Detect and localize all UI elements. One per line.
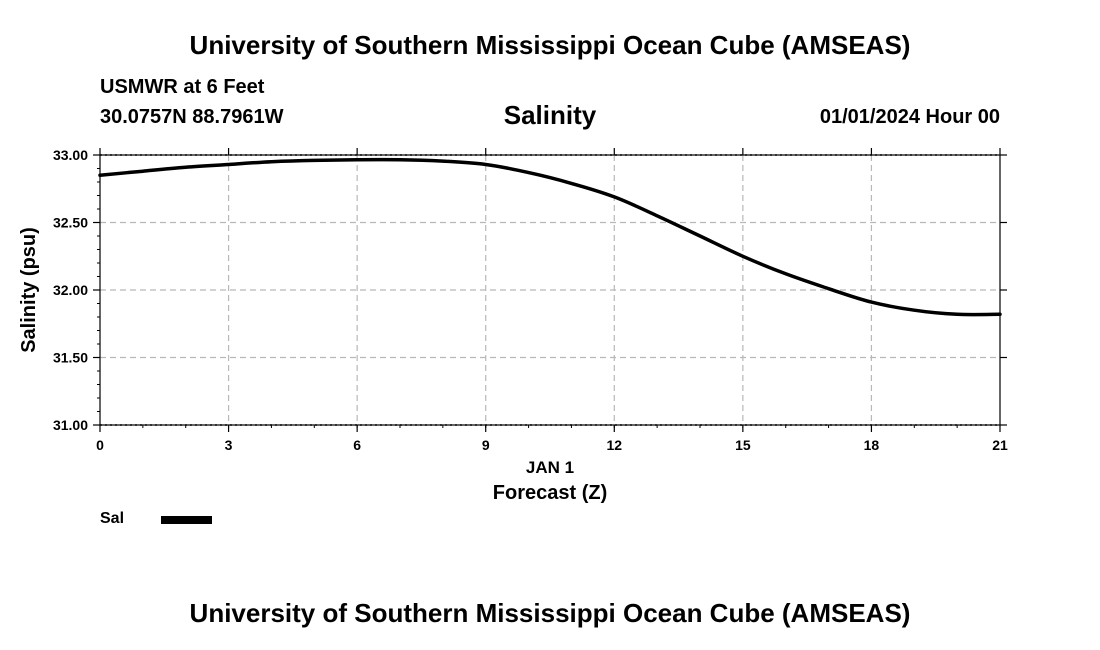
series-line-sal <box>98 157 1002 317</box>
x-tick-label: 12 <box>606 437 622 453</box>
tick-marks <box>93 148 1007 432</box>
variable-title: Salinity <box>503 100 597 130</box>
x-tick-label: 3 <box>225 437 233 453</box>
y-tick-label: 32.00 <box>53 282 88 298</box>
y-tick-label: 33.00 <box>53 147 88 163</box>
x-tick-label: 0 <box>96 437 104 453</box>
x-tick-label: 9 <box>482 437 490 453</box>
y-tick-label: 31.00 <box>53 417 88 433</box>
footer-title: University of Southern Mississippi Ocean… <box>189 598 911 628</box>
x-tick-label: 18 <box>864 437 880 453</box>
x-tick-label: 6 <box>353 437 361 453</box>
plot-frame <box>99 154 1001 426</box>
x-axis-label: Forecast (Z) <box>492 482 608 504</box>
x-tick-label: 15 <box>735 437 751 453</box>
station-coordinates: 30.0757N 88.7961W <box>100 106 284 128</box>
x-tick-label: 21 <box>992 437 1008 453</box>
legend-line-swatch <box>161 516 212 524</box>
legend-label: Sal <box>100 510 125 527</box>
minor-ticks <box>97 154 1001 428</box>
x-axis-day-label: JAN 1 <box>525 458 575 477</box>
series-lines <box>98 157 1002 317</box>
station-name: USMWR at 6 Feet <box>100 76 265 98</box>
grid-lines <box>100 154 1000 426</box>
y-axis-label: Salinity (psu) <box>18 227 40 353</box>
tick-labels: 0 3 6 9 12 15 18 21 31.00 31.50 32.00 32.50 33.00 <box>53 147 1008 453</box>
y-tick-label: 31.50 <box>53 350 88 366</box>
chart-title: University of Southern Mississippi Ocean… <box>189 30 911 60</box>
forecast-datetime: 01/01/2024 Hour 00 <box>819 106 1000 128</box>
y-tick-label: 32.50 <box>53 215 88 231</box>
